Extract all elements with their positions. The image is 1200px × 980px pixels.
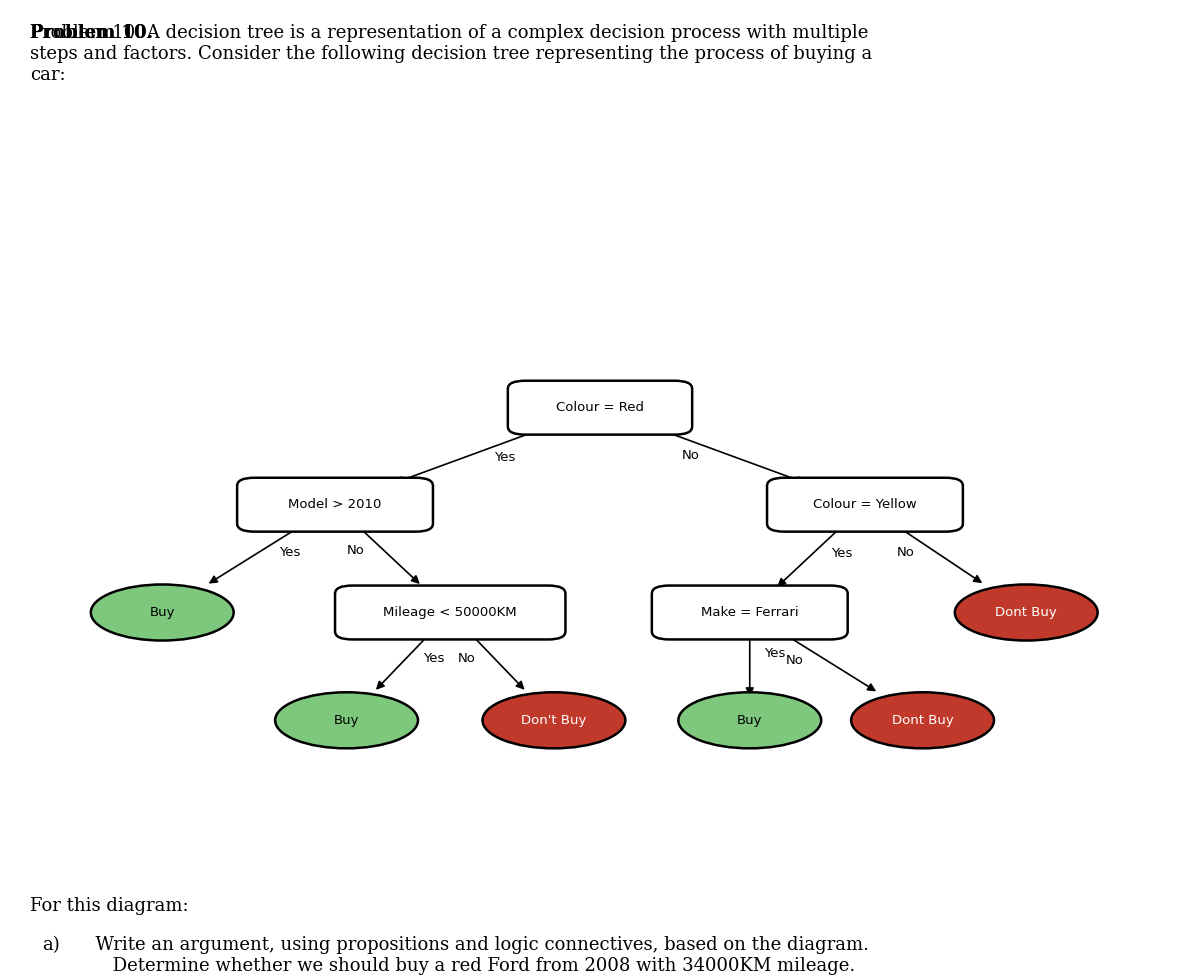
- Ellipse shape: [275, 692, 418, 749]
- Text: Colour = Yellow: Colour = Yellow: [814, 498, 917, 512]
- Text: a): a): [42, 936, 60, 954]
- Text: Buy: Buy: [150, 606, 175, 619]
- Text: Yes: Yes: [830, 547, 852, 560]
- Text: Problem 10. A decision tree is a representation of a complex decision process wi: Problem 10. A decision tree is a represe…: [30, 24, 872, 84]
- Text: Problem 10.: Problem 10.: [30, 24, 154, 42]
- Text: No: No: [457, 652, 475, 664]
- FancyBboxPatch shape: [335, 585, 565, 639]
- Text: Buy: Buy: [334, 713, 359, 727]
- Text: Model > 2010: Model > 2010: [288, 498, 382, 512]
- Ellipse shape: [678, 692, 821, 749]
- FancyBboxPatch shape: [238, 478, 433, 531]
- Text: Buy: Buy: [737, 713, 762, 727]
- Text: Colour = Red: Colour = Red: [556, 401, 644, 415]
- Text: No: No: [786, 654, 804, 667]
- Text: Yes: Yes: [764, 647, 786, 660]
- Ellipse shape: [482, 692, 625, 749]
- Text: Yes: Yes: [424, 652, 445, 664]
- Text: Write an argument, using propositions and logic connectives, based on the diagra: Write an argument, using propositions an…: [84, 936, 869, 975]
- FancyBboxPatch shape: [652, 585, 847, 639]
- Text: Problem 10. A decision tree is a representation of a complex decision process wi: Problem 10. A decision tree is a represe…: [30, 24, 872, 84]
- Text: No: No: [896, 546, 914, 559]
- Text: No: No: [347, 545, 365, 558]
- Text: Problem 10.: Problem 10.: [30, 24, 154, 42]
- Text: Don't Buy: Don't Buy: [521, 713, 587, 727]
- FancyBboxPatch shape: [508, 380, 692, 434]
- FancyBboxPatch shape: [767, 478, 962, 531]
- Text: For this diagram:: For this diagram:: [30, 897, 188, 914]
- Text: Yes: Yes: [493, 451, 515, 465]
- Text: Mileage < 50000KM: Mileage < 50000KM: [384, 606, 517, 619]
- Text: Dont Buy: Dont Buy: [995, 606, 1057, 619]
- Text: No: No: [682, 449, 700, 463]
- Ellipse shape: [91, 584, 234, 641]
- Ellipse shape: [955, 584, 1098, 641]
- Text: Make = Ferrari: Make = Ferrari: [701, 606, 798, 619]
- Text: Dont Buy: Dont Buy: [892, 713, 954, 727]
- Ellipse shape: [851, 692, 994, 749]
- Text: Yes: Yes: [278, 546, 300, 560]
